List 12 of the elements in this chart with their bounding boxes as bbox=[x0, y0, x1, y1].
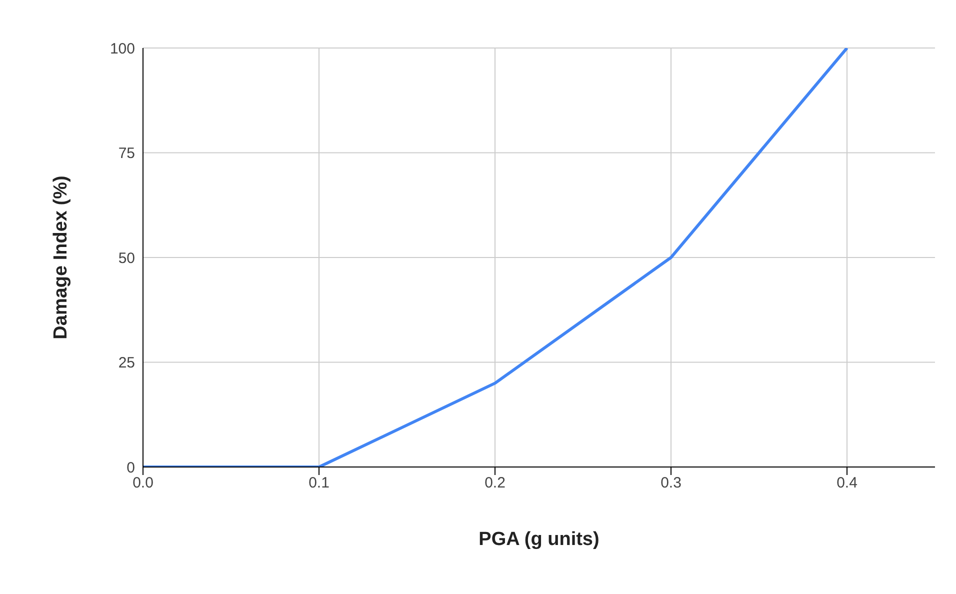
y-tick-label: 0 bbox=[126, 459, 135, 476]
y-tick-label: 50 bbox=[118, 250, 135, 267]
x-axis-title: PGA (g units) bbox=[478, 529, 600, 550]
x-tick-label: 0.0 bbox=[132, 474, 154, 492]
y-axis-title: Damage Index (%) bbox=[50, 176, 72, 340]
x-tick-label: 0.2 bbox=[484, 474, 506, 492]
x-tick-label: 0.1 bbox=[308, 474, 330, 492]
x-tick-label: 0.4 bbox=[836, 474, 858, 492]
x-tick-label: 0.3 bbox=[660, 474, 682, 492]
y-tick-label: 75 bbox=[118, 145, 135, 162]
y-tick-label: 100 bbox=[110, 40, 135, 58]
y-tick-label: 25 bbox=[118, 354, 135, 372]
